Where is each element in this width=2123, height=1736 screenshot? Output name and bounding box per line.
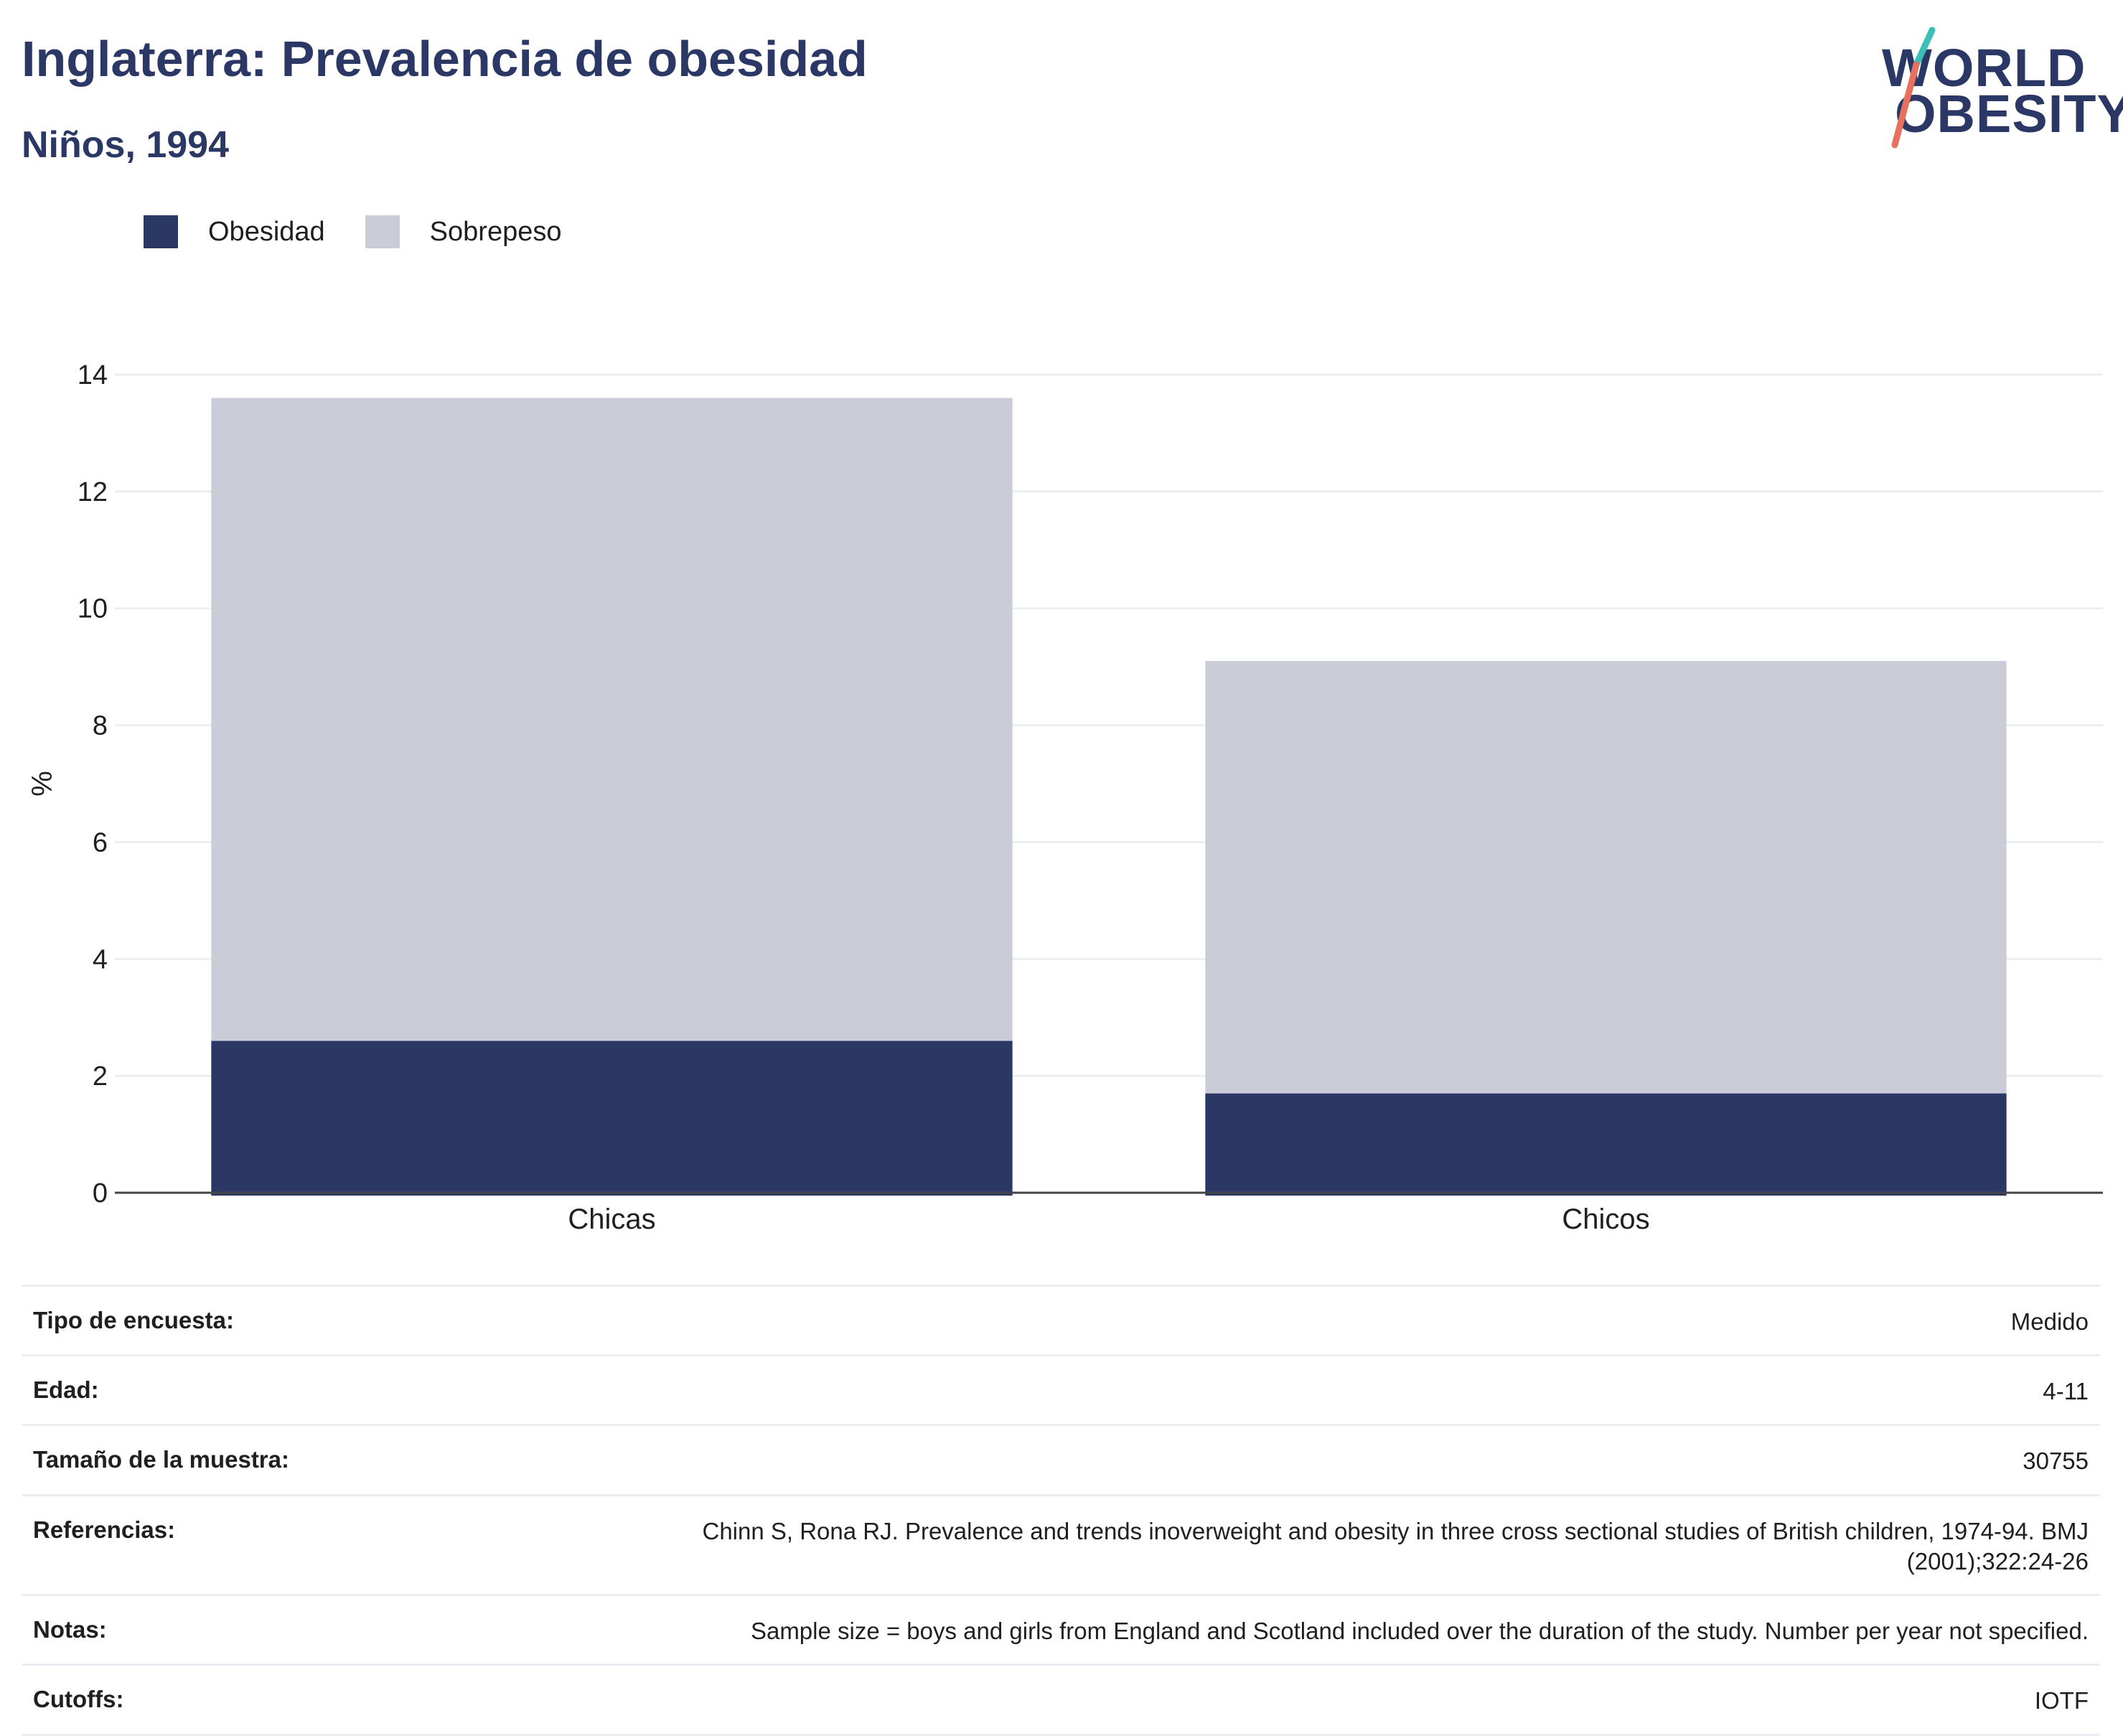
details-value: IOTF <box>2034 1687 2089 1714</box>
x-tick-label: Chicas <box>568 1204 655 1235</box>
details-label: Tipo de encuesta: <box>33 1307 234 1333</box>
y-axis-label: % <box>27 771 58 797</box>
details-value: 30755 <box>2023 1448 2089 1475</box>
survey-details-table: Tipo de encuesta: Medido Edad: 4-11 Tamaño d… <box>22 1285 2100 1736</box>
chart-legend: Obesidad Sobrepeso <box>144 215 601 248</box>
legend-swatch-obesidad <box>144 215 178 248</box>
x-tick-label: Chicos <box>1562 1204 1649 1235</box>
legend-swatch-sobrepeso <box>365 215 400 248</box>
details-row: Edad: 4-11 <box>22 1354 2100 1424</box>
chart-title: Inglaterra: Prevalencia de obesidad <box>22 31 868 87</box>
bar-sobrepeso-chicas <box>211 398 1013 1041</box>
details-row: Cutoffs: IOTF <box>22 1664 2100 1736</box>
details-value: Medido <box>2010 1308 2089 1335</box>
details-label: Referencias: <box>33 1516 176 1543</box>
details-row: Notas: Sample size = boys and girls from … <box>22 1594 2100 1664</box>
y-tick-label: 14 <box>78 360 108 390</box>
legend-item-sobrepeso[interactable]: Sobrepeso <box>365 215 562 248</box>
y-tick-label: 10 <box>78 594 108 624</box>
details-label: Tamaño de la muestra: <box>33 1446 289 1473</box>
bar-chart: 0 2 4 6 8 10 12 14% Chicas Chicos <box>27 360 2103 1235</box>
details-row: Tamaño de la muestra: 30755 <box>22 1424 2100 1493</box>
y-tick-label: 6 <box>93 827 108 858</box>
details-label: Notas: <box>33 1616 107 1643</box>
details-value: 4-11 <box>2043 1378 2089 1405</box>
logo-word-obesity: OBESITY <box>1895 84 2123 144</box>
details-row: Tipo de encuesta: Medido <box>22 1285 2100 1354</box>
y-tick-label: 12 <box>78 477 108 507</box>
bar-obesidad-chicas <box>211 1041 1013 1196</box>
legend-item-obesidad[interactable]: Obesidad <box>144 215 325 248</box>
y-tick-label: 8 <box>93 711 108 741</box>
legend-label-sobrepeso: Sobrepeso <box>429 216 562 247</box>
details-label: Cutoffs: <box>33 1686 124 1713</box>
bar-sobrepeso-chicos <box>1205 661 2007 1094</box>
y-tick-label: 2 <box>93 1061 108 1092</box>
world-obesity-logo: WORLD OBESITY <box>1866 22 2123 151</box>
legend-label-obesidad: Obesidad <box>208 216 325 247</box>
logo-slash-icon <box>1891 27 1936 149</box>
details-label: Edad: <box>33 1376 99 1404</box>
details-value: Sample size = boys and girls from Englan… <box>750 1618 2089 1645</box>
bar-obesidad-chicos <box>1205 1093 2007 1196</box>
details-row: Referencias: Chinn S, Rona RJ. Prevalence… <box>22 1493 2100 1594</box>
y-tick-label: 0 <box>93 1178 108 1209</box>
y-tick-label: 4 <box>93 944 108 975</box>
chart-subtitle: Niños, 1994 <box>22 124 230 166</box>
details-value: Chinn S, Rona RJ. Prevalence and trends … <box>702 1517 2089 1575</box>
